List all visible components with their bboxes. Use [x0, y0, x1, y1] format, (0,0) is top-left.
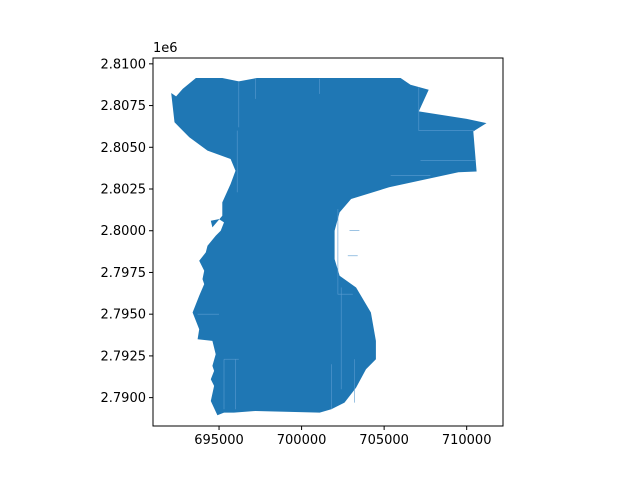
y-axis: 2.7900 2.7925 2.7950 2.7975 2.8000 2.8025 2.80…	[101, 57, 153, 406]
axes-frame	[152, 57, 504, 427]
y-tick-label: 2.8000	[101, 224, 147, 239]
y-tick-label: 2.8100	[101, 57, 147, 72]
y-tick-label: 2.7900	[101, 391, 147, 406]
district-polygon	[171, 78, 487, 416]
x-tick-label: 705000	[359, 433, 409, 448]
y-tick-label: 2.7975	[101, 266, 147, 281]
internal-boundary-line	[337, 209, 353, 295]
x-tick-label: 700000	[277, 433, 327, 448]
x-axis: 695000 700000 705000 710000	[194, 426, 491, 448]
internal-boundary-line	[418, 87, 475, 131]
x-tick-label: 710000	[442, 433, 492, 448]
y-offset-label: 1e6	[153, 41, 178, 56]
y-tick-label: 2.8025	[101, 183, 147, 198]
y-tick-label: 2.7950	[101, 308, 147, 323]
x-tick-label: 695000	[194, 433, 244, 448]
y-tick-label: 2.7925	[101, 349, 147, 364]
y-tick-label: 2.8075	[101, 99, 147, 114]
map-layer	[171, 78, 487, 416]
y-tick-label: 2.8050	[101, 141, 147, 156]
